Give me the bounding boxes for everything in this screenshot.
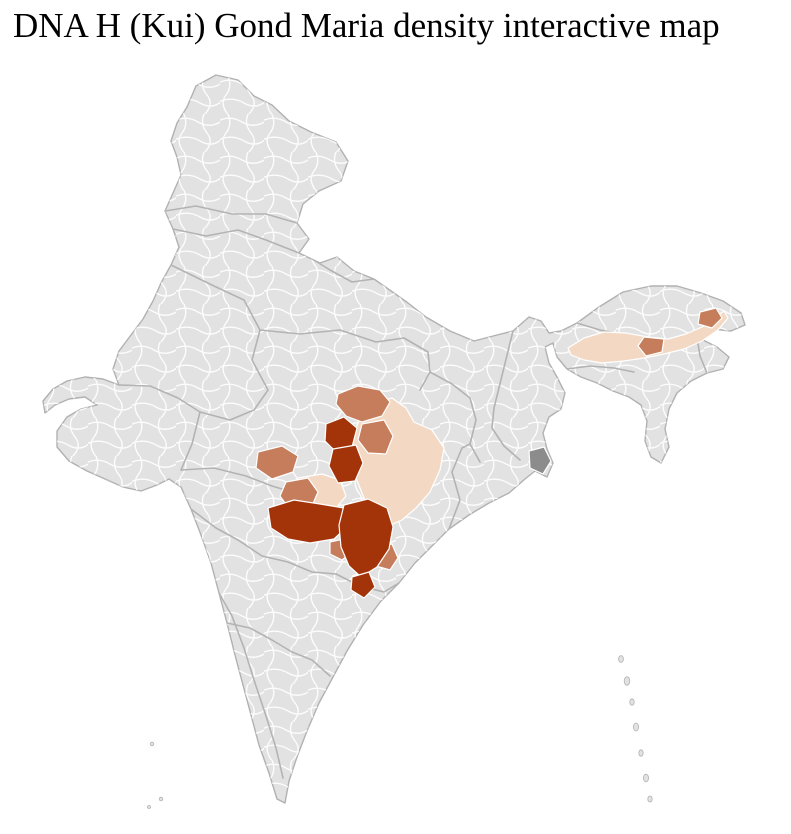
district-high-north-2[interactable] <box>328 444 364 484</box>
district-medium-assam-2[interactable] <box>697 307 723 329</box>
lakshadweep-islands[interactable] <box>147 741 164 809</box>
page-title: DNA H (Kui) Gond Maria density interacti… <box>13 6 720 45</box>
andaman-islands[interactable] <box>618 655 653 803</box>
district-neutral-dark-bengal[interactable] <box>528 446 552 475</box>
district-medium-east-of-core[interactable] <box>357 419 394 455</box>
district-high-south-tip[interactable] <box>350 571 376 599</box>
district-medium-north[interactable] <box>335 385 391 423</box>
district-high-bastar-core[interactable] <box>338 498 394 578</box>
district-medium-west-isolated[interactable] <box>255 445 299 480</box>
district-medium-assam-1[interactable] <box>637 336 665 357</box>
high-density-districts <box>267 416 394 599</box>
